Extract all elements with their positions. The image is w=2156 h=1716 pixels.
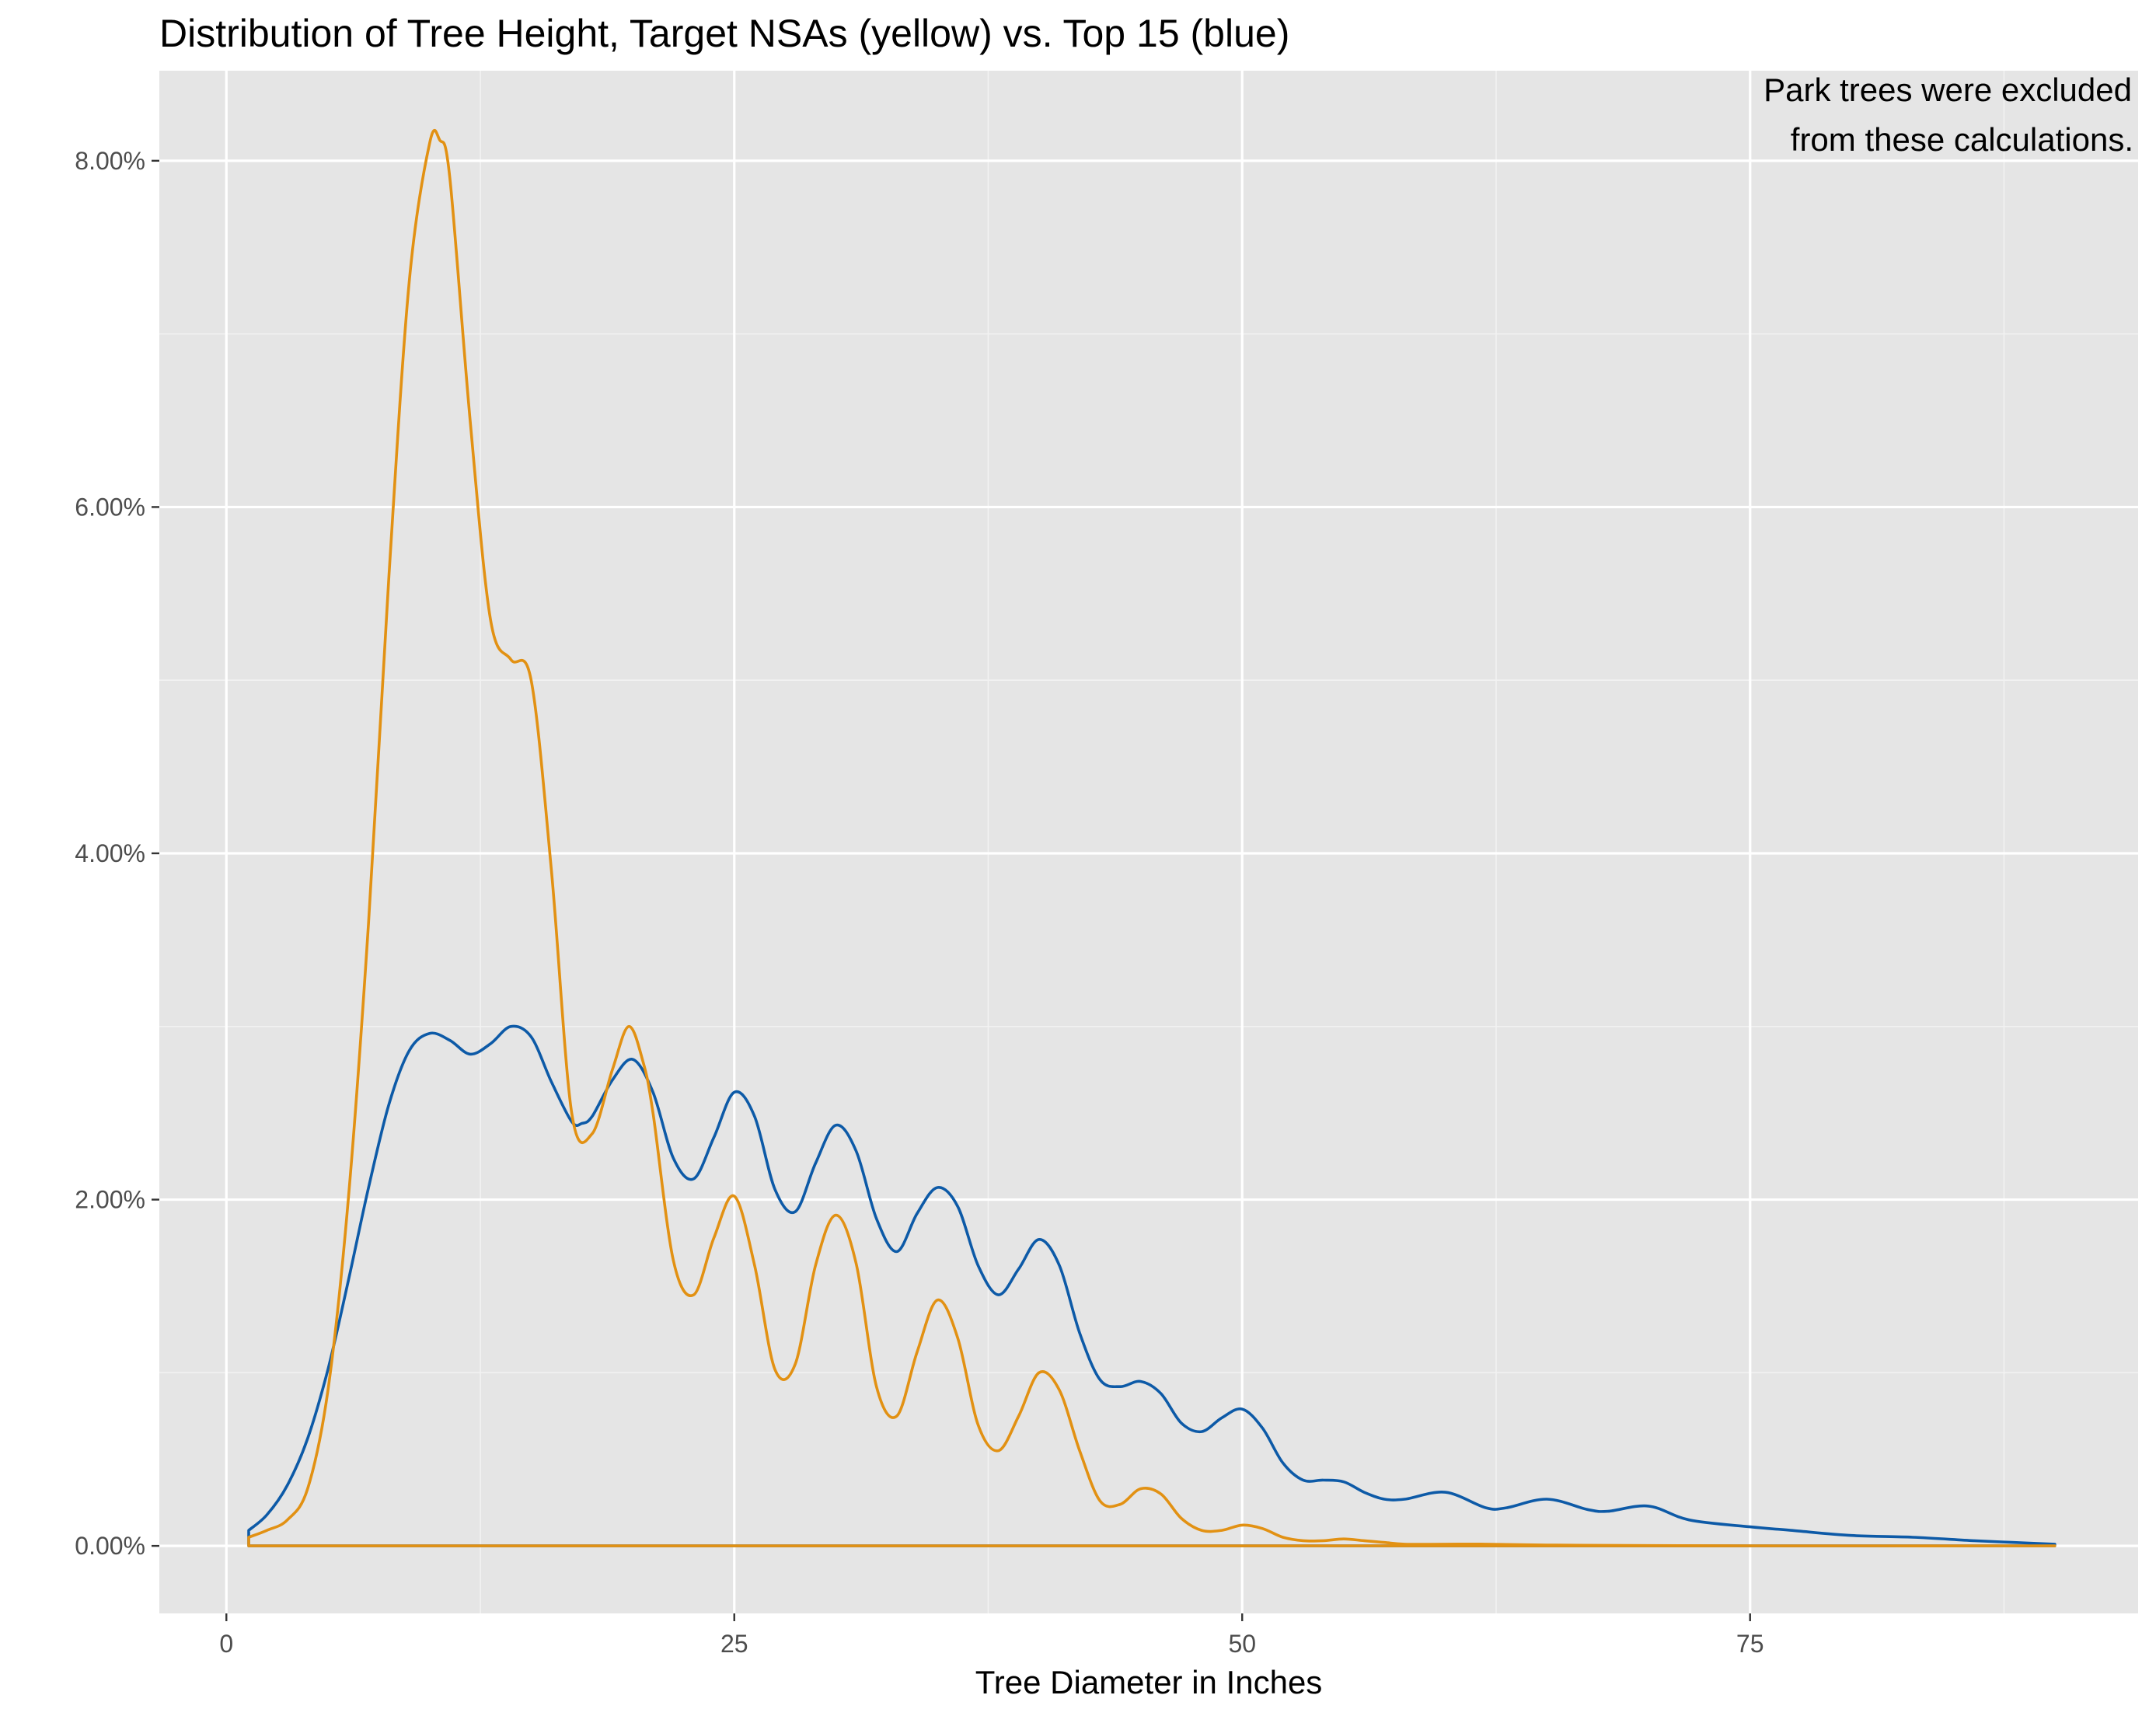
annotation-line-2: from these calculations. — [1791, 121, 2133, 158]
x-tick-label: 25 — [720, 1630, 748, 1658]
y-tick-label: 6.00% — [75, 493, 145, 521]
minor-gridlines — [159, 71, 2138, 1613]
annotation-line-1: Park trees were excluded — [1764, 72, 2132, 108]
y-axis: 0.00% 2.00% 4.00% 6.00% 8.00% — [75, 147, 159, 1560]
y-tick-label: 2.00% — [75, 1186, 145, 1214]
series-line-1 — [247, 1024, 2057, 1547]
plot-panel — [159, 71, 2138, 1613]
x-tick-label: 75 — [1736, 1630, 1764, 1658]
x-tick-label: 0 — [219, 1630, 233, 1658]
x-axis-title: Tree Diameter in Inches — [975, 1664, 1323, 1700]
x-axis: 0 25 50 75 — [219, 1613, 1764, 1658]
series-line-2 — [247, 129, 2057, 1547]
y-tick-label: 4.00% — [75, 839, 145, 867]
y-tick-label: 0.00% — [75, 1532, 145, 1560]
series-lines — [247, 129, 2057, 1547]
chart-title: Distribution of Tree Height, Target NSAs… — [159, 12, 1289, 55]
x-tick-label: 50 — [1228, 1630, 1256, 1658]
y-tick-label: 8.00% — [75, 147, 145, 175]
